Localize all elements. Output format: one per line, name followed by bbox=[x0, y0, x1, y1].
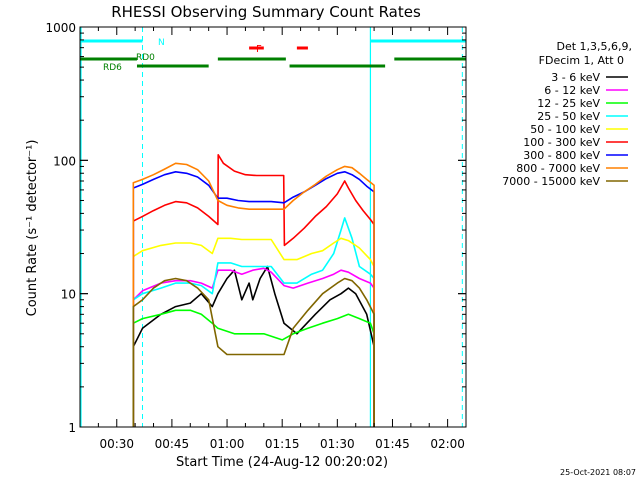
legend-entry-label-8: 7000 - 15000 keV bbox=[502, 175, 600, 188]
x-tick-label: 02:00 bbox=[430, 437, 465, 451]
status-markers bbox=[80, 27, 466, 427]
data-series bbox=[132, 154, 375, 427]
axes bbox=[79, 26, 467, 428]
plot-frame bbox=[79, 26, 467, 428]
x-tick-label: 00:45 bbox=[155, 437, 190, 451]
legend-entry-label-0: 3 - 6 keV bbox=[551, 71, 600, 84]
legend-header-line-2: FDecim 1, Att 0 bbox=[539, 54, 624, 67]
y-tick-label: 100 bbox=[53, 154, 76, 168]
series-line-8 bbox=[132, 277, 375, 427]
series-line-4 bbox=[132, 237, 375, 427]
legend-entry-label-6: 300 - 800 keV bbox=[523, 149, 600, 162]
legend-entry-label-4: 50 - 100 keV bbox=[530, 123, 600, 136]
legend: Det 1,3,5,6,9, FDecim 1, Att 0 3 - 6 keV… bbox=[502, 40, 632, 188]
footer-timestamp: 25-Oct-2021 08:07 bbox=[560, 468, 636, 477]
y-tick-label: 1000 bbox=[45, 21, 76, 35]
y-axis-ticks: 1 10 100 1000 bbox=[45, 21, 466, 435]
y-axis-label: Count Rate (s⁻¹ detector⁻¹) bbox=[25, 140, 40, 317]
legend-header-line-1: Det 1,3,5,6,9, bbox=[556, 40, 632, 53]
series-line-1 bbox=[132, 267, 375, 427]
x-axis-ticks: 00:30 00:45 01:00 01:15 01:30 01:45 02:00 bbox=[79, 27, 467, 451]
series-line-6 bbox=[132, 171, 375, 427]
legend-entry-label-1: 6 - 12 keV bbox=[544, 84, 600, 97]
x-tick-label: 01:00 bbox=[210, 437, 245, 451]
series-line-0 bbox=[132, 265, 375, 427]
legend-entry-label-5: 100 - 300 keV bbox=[523, 136, 600, 149]
y-tick-label: 10 bbox=[61, 288, 76, 302]
legend-entry-label-7: 800 - 7000 keV bbox=[516, 162, 600, 175]
night-label: N bbox=[158, 38, 165, 48]
x-tick-label: 01:45 bbox=[375, 437, 410, 451]
series-line-5 bbox=[132, 154, 375, 427]
series-line-3 bbox=[132, 217, 375, 427]
x-axis-label: Start Time (24-Aug-12 00:20:02) bbox=[176, 455, 388, 470]
x-tick-label: 01:30 bbox=[320, 437, 355, 451]
series-line-7 bbox=[132, 162, 375, 427]
rd6-label: RD6 bbox=[103, 63, 122, 73]
x-tick-label: 01:15 bbox=[265, 437, 300, 451]
y-tick-label: 1 bbox=[68, 421, 76, 435]
series-line-2 bbox=[132, 309, 375, 427]
rd0-label: RD0 bbox=[136, 53, 155, 63]
chart-title: RHESSI Observing Summary Count Rates bbox=[111, 3, 421, 21]
legend-entry-label-2: 12 - 25 keV bbox=[537, 97, 600, 110]
x-tick-label: 00:30 bbox=[99, 437, 134, 451]
legend-entry-label-3: 25 - 50 keV bbox=[537, 110, 600, 123]
